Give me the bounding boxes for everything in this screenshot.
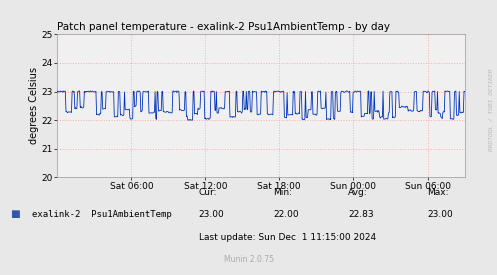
Text: 23.00: 23.00 [199,210,225,219]
Text: Cur:: Cur: [199,188,217,197]
Text: RRDTOOL / TOBI OETIKER: RRDTOOL / TOBI OETIKER [488,69,493,151]
Text: Avg:: Avg: [348,188,367,197]
Text: 22.83: 22.83 [348,210,374,219]
Text: ■: ■ [10,210,20,219]
Text: Patch panel temperature - exalink-2 Psu1AmbientTemp - by day: Patch panel temperature - exalink-2 Psu1… [57,22,390,32]
Text: exalink-2  Psu1AmbientTemp: exalink-2 Psu1AmbientTemp [32,210,172,219]
Y-axis label: degrees Celsius: degrees Celsius [29,67,39,144]
Text: Max:: Max: [427,188,449,197]
Text: 22.00: 22.00 [273,210,299,219]
Text: Min:: Min: [273,188,292,197]
Text: 23.00: 23.00 [427,210,453,219]
Text: Last update: Sun Dec  1 11:15:00 2024: Last update: Sun Dec 1 11:15:00 2024 [199,233,376,242]
Text: Munin 2.0.75: Munin 2.0.75 [224,255,273,264]
